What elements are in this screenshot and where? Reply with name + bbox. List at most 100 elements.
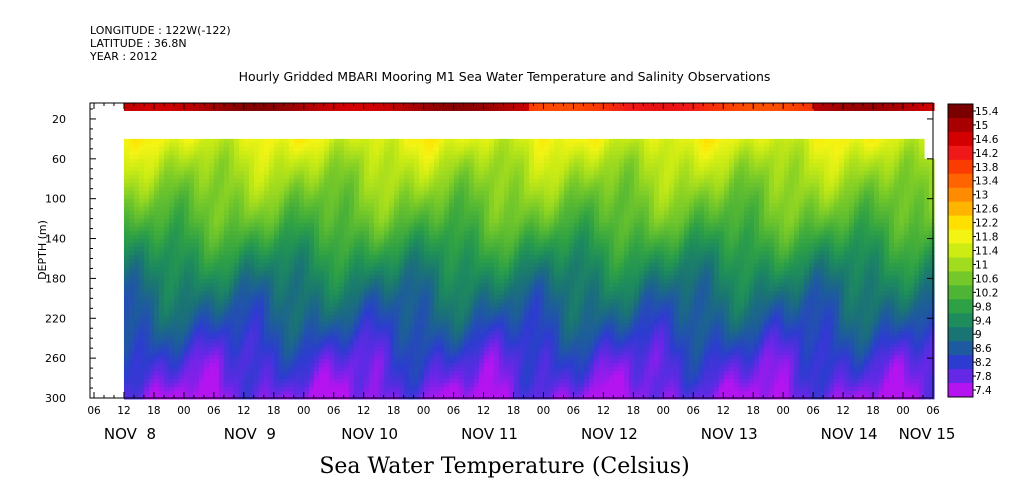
heatmap-cell: [203, 330, 210, 336]
heatmap-cell: [288, 154, 295, 160]
heatmap-cell: [428, 386, 435, 392]
heatmap-cell: [313, 158, 320, 164]
heatmap-cell: [158, 142, 165, 148]
heatmap-cell: [183, 222, 190, 228]
heatmap-cell: [473, 250, 480, 256]
heatmap-cell: [268, 210, 275, 216]
heatmap-cell: [263, 202, 270, 208]
heatmap-cell: [263, 174, 270, 180]
heatmap-cell: [148, 230, 155, 236]
heatmap-cell: [483, 254, 490, 260]
heatmap-cell: [213, 286, 220, 292]
heatmap-cell: [143, 246, 150, 252]
heatmap-cell: [398, 138, 405, 144]
heatmap-cell: [133, 186, 140, 192]
heatmap-cell: [168, 290, 175, 296]
heatmap-cell: [178, 226, 185, 232]
heatmap-cell: [148, 170, 155, 176]
heatmap-cell: [333, 306, 340, 312]
heatmap-cell: [338, 354, 345, 360]
heatmap-cell: [283, 346, 290, 352]
heatmap-cell: [448, 338, 455, 344]
heatmap-cell: [468, 222, 475, 228]
heatmap-cell: [133, 210, 140, 216]
heatmap-cell: [463, 210, 470, 216]
heatmap-cell: [353, 286, 360, 292]
heatmap-cell: [173, 318, 180, 324]
heatmap-cell: [413, 218, 420, 224]
heatmap-cell: [243, 138, 250, 144]
heatmap-cell: [138, 342, 145, 348]
heatmap-cell: [313, 214, 320, 220]
heatmap-cell: [303, 338, 310, 344]
heatmap-cell: [438, 166, 445, 172]
heatmap-cell: [473, 154, 480, 160]
heatmap-cell: [308, 382, 315, 388]
heatmap-cell: [398, 334, 405, 340]
heatmap-cell: [338, 286, 345, 292]
heatmap-cell: [323, 294, 330, 300]
heatmap-cell: [473, 166, 480, 172]
heatmap-cell: [323, 366, 330, 372]
heatmap-cell: [323, 206, 330, 212]
heatmap-cell: [353, 250, 360, 256]
heatmap-cell: [253, 218, 260, 224]
heatmap-cell: [293, 162, 300, 168]
heatmap-cell: [398, 202, 405, 208]
heatmap-cell: [253, 234, 260, 240]
heatmap-cell: [163, 186, 170, 192]
heatmap-cell: [388, 350, 395, 356]
heatmap-cell: [293, 258, 300, 264]
heatmap-cell: [138, 210, 145, 216]
heatmap-cell: [268, 374, 275, 380]
heatmap-cell: [308, 358, 315, 364]
heatmap-cell: [303, 282, 310, 288]
heatmap-cell: [183, 354, 190, 360]
heatmap-cell: [873, 103, 880, 111]
heatmap-cell: [148, 210, 155, 216]
heatmap-cell: [373, 350, 380, 356]
heatmap-cell: [383, 146, 390, 152]
heatmap-cell: [203, 270, 210, 276]
heatmap-cell: [453, 190, 460, 196]
heatmap-cell: [268, 174, 275, 180]
heatmap-cell: [158, 382, 165, 388]
heatmap-cell: [333, 330, 340, 336]
heatmap-cell: [193, 274, 200, 280]
heatmap-cell: [178, 330, 185, 336]
heatmap-cell: [443, 138, 450, 144]
heatmap-cell: [203, 162, 210, 168]
heatmap-cell: [363, 310, 370, 316]
heatmap-cell: [153, 146, 160, 152]
heatmap-cell: [358, 322, 365, 328]
heatmap-cell: [148, 138, 155, 144]
heatmap-cell: [148, 278, 155, 284]
heatmap-cell: [133, 294, 140, 300]
heatmap-cell: [313, 318, 320, 324]
heatmap-cell: [348, 354, 355, 360]
heatmap-cell: [203, 194, 210, 200]
heatmap-cell: [408, 310, 415, 316]
heatmap-cell: [188, 298, 195, 304]
heatmap-cell: [253, 342, 260, 348]
heatmap-cell: [258, 310, 265, 316]
heatmap-cell: [478, 218, 485, 224]
heatmap-cell: [323, 198, 330, 204]
heatmap-cell: [158, 206, 165, 212]
heatmap-cell: [328, 190, 335, 196]
heatmap-cell: [348, 234, 355, 240]
heatmap-cell: [258, 174, 265, 180]
heatmap-cell: [403, 278, 410, 284]
heatmap-cell: [238, 366, 245, 372]
heatmap-cell: [388, 378, 395, 384]
heatmap-cell: [323, 154, 330, 160]
heatmap-cell: [318, 214, 325, 220]
heatmap-cell: [233, 226, 240, 232]
heatmap-cell: [348, 274, 355, 280]
heatmap-cell: [418, 210, 425, 216]
heatmap-cell: [448, 354, 455, 360]
heatmap-cell: [313, 222, 320, 228]
heatmap-cell: [453, 218, 460, 224]
heatmap-cell: [183, 390, 190, 396]
heatmap-cell: [488, 190, 495, 196]
